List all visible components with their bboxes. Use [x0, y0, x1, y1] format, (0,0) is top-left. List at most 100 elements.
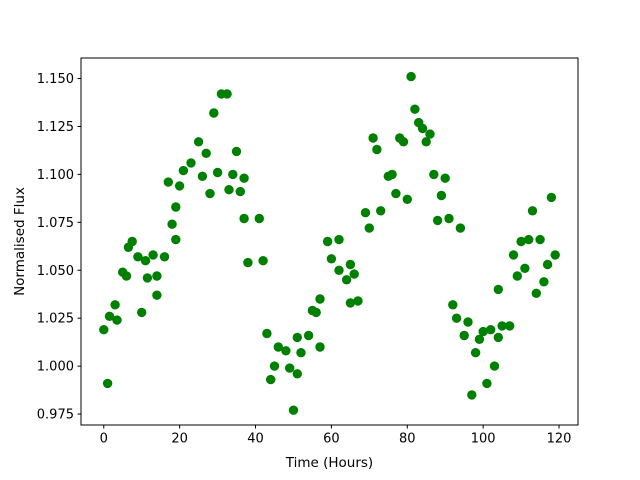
data-point — [474, 334, 485, 344]
data-point — [334, 265, 344, 275]
data-point — [349, 269, 359, 279]
data-point — [269, 361, 280, 371]
data-point — [239, 173, 249, 183]
y-tick-label: 0.975 — [37, 408, 74, 423]
data-point — [432, 215, 443, 226]
data-point — [222, 89, 232, 99]
data-point — [444, 213, 454, 224]
data-point — [493, 284, 503, 295]
data-point — [99, 325, 109, 335]
y-tick-label: 1.075 — [37, 216, 74, 231]
x-tick-label: 40 — [247, 432, 264, 447]
data-point — [110, 300, 120, 310]
data-point — [224, 185, 234, 195]
data-point — [410, 104, 420, 114]
data-point — [133, 252, 143, 262]
data-point — [451, 313, 462, 323]
x-tick-label: 120 — [547, 432, 572, 447]
data-point — [417, 123, 428, 134]
data-point — [550, 250, 560, 260]
y-tick-label: 1.000 — [37, 360, 74, 375]
data-point — [209, 108, 219, 118]
data-point — [239, 213, 249, 224]
data-point — [425, 129, 435, 139]
data-point — [102, 378, 113, 389]
data-point — [193, 137, 204, 147]
data-point — [467, 390, 477, 400]
data-point — [508, 250, 519, 260]
data-point — [212, 167, 223, 178]
data-point — [258, 256, 268, 266]
data-point — [292, 332, 302, 343]
data-point — [197, 171, 208, 181]
data-point — [201, 148, 211, 158]
scatter-points — [99, 71, 560, 415]
y-tick-label: 1.100 — [37, 168, 74, 183]
data-point — [360, 208, 371, 218]
data-point — [524, 234, 534, 245]
axis-tick-labels: 0 20 40 60 80 100 120 0.975 1.000 1.025 1.050 1.075… — [37, 72, 572, 446]
data-point — [262, 328, 272, 339]
data-point — [281, 346, 291, 356]
data-point — [429, 169, 439, 180]
data-point — [152, 290, 162, 300]
data-point — [482, 378, 492, 389]
data-point — [364, 223, 374, 233]
data-point — [345, 298, 356, 308]
data-point — [171, 202, 181, 212]
data-point — [167, 219, 177, 229]
data-point — [448, 300, 458, 310]
data-point — [455, 223, 466, 233]
data-point — [398, 137, 409, 147]
data-point — [303, 330, 314, 341]
data-point — [205, 188, 215, 199]
data-point — [520, 263, 530, 273]
data-point — [402, 194, 412, 204]
data-point — [285, 363, 295, 373]
data-point — [322, 236, 333, 247]
y-axis-label: Normalised Flux — [12, 187, 28, 296]
data-point — [171, 234, 181, 245]
data-point — [372, 144, 382, 155]
x-tick-label: 80 — [399, 432, 416, 447]
data-point — [334, 234, 344, 245]
y-tick-label: 1.050 — [37, 264, 74, 279]
data-point — [527, 206, 538, 216]
data-point — [148, 250, 158, 260]
data-point — [406, 71, 416, 82]
data-point — [273, 342, 283, 352]
x-tick-label: 0 — [100, 432, 108, 447]
axis-ticks — [77, 78, 560, 429]
data-point — [174, 181, 185, 191]
y-tick-label: 1.150 — [37, 72, 74, 87]
data-point — [353, 296, 363, 306]
data-point — [440, 173, 450, 183]
data-point — [127, 236, 137, 247]
data-point — [235, 186, 245, 197]
data-point — [266, 374, 276, 385]
data-point — [178, 165, 189, 176]
data-point — [542, 259, 553, 270]
data-point — [516, 236, 526, 247]
data-point — [186, 158, 196, 168]
data-point — [288, 405, 299, 415]
data-point — [436, 190, 447, 201]
data-point — [391, 188, 401, 199]
data-point — [546, 192, 557, 203]
data-point — [539, 277, 549, 287]
data-point — [140, 256, 151, 266]
data-point — [368, 133, 378, 143]
data-point — [459, 330, 469, 341]
data-point — [505, 321, 515, 331]
data-point — [315, 294, 325, 304]
x-tick-label: 20 — [171, 432, 188, 447]
data-point — [512, 271, 522, 281]
data-point — [341, 275, 352, 285]
data-point — [152, 271, 162, 281]
y-tick-label: 1.125 — [37, 120, 74, 135]
data-point — [531, 288, 541, 298]
data-point — [493, 332, 503, 343]
data-point — [463, 317, 473, 327]
data-point — [326, 254, 337, 264]
